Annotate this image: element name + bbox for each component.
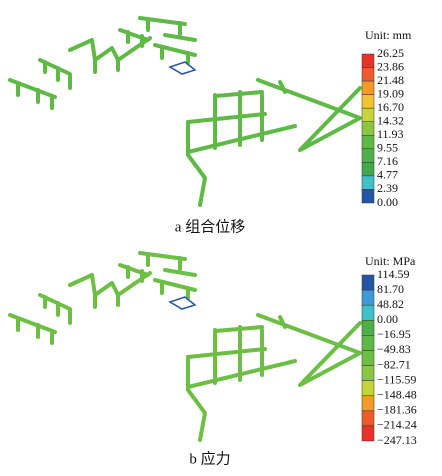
colorbar-segment: [362, 275, 374, 290]
colorbar-label: 114.59: [377, 267, 410, 281]
colorbar-segment: [362, 366, 374, 381]
colorbar-segment: [362, 176, 374, 190]
colorbar-segment: [362, 426, 374, 441]
support-icon: [170, 297, 195, 309]
colorbar-label: 7.16: [377, 154, 398, 168]
colorbar-segment: [362, 81, 374, 95]
colorbar-segment: [362, 396, 374, 411]
stress-model: [10, 253, 360, 440]
colorbar-label: 11.93: [377, 127, 404, 141]
colorbar-label: −148.48: [377, 387, 417, 401]
colorbar-segment: [362, 189, 374, 203]
colorbar-segment: [362, 95, 374, 109]
colorbar-segment: [362, 54, 374, 68]
colorbar-label: 0.00: [377, 312, 398, 326]
colorbar-segment: [362, 350, 374, 365]
colorbar-segment: [362, 290, 374, 305]
colorbar-label: −181.36: [377, 403, 417, 417]
support-icon: [170, 62, 195, 74]
colorbar-label: 19.09: [377, 86, 404, 100]
colorbar-segment: [362, 122, 374, 136]
colorbar-segment: [362, 162, 374, 176]
colorbar-label: 2.39: [377, 181, 398, 195]
colorbar-label: 16.70: [377, 100, 404, 114]
colorbar-segment: [362, 135, 374, 149]
colorbar-segment: [362, 68, 374, 82]
colorbar-label: 23.86: [377, 59, 404, 73]
colorbar-segment: [362, 305, 374, 320]
colorbar-segment: [362, 411, 374, 426]
displacement-model: [10, 18, 360, 205]
colorbar-segment: [362, 108, 374, 122]
unit-label: Unit: mm: [365, 28, 412, 42]
colorbar-label: −82.71: [377, 357, 411, 371]
colorbar-segment: [362, 149, 374, 163]
colorbar-label: 14.32: [377, 113, 404, 127]
colorbar-label: 26.25: [377, 46, 404, 60]
colorbar-label: 0.00: [377, 195, 398, 209]
figure: Unit: mm26.2523.8621.4819.0916.7014.3211…: [0, 0, 442, 471]
colorbar-label: 21.48: [377, 73, 404, 87]
colorbar-segment: [362, 335, 374, 350]
colorbar-label: 4.77: [377, 168, 398, 182]
colorbar-label: −247.13: [377, 433, 417, 447]
colorbar-label: 81.70: [377, 282, 404, 296]
colorbar-label: −115.59: [377, 372, 416, 386]
colorbar-label: 48.82: [377, 297, 404, 311]
colorbar-label: −214.24: [377, 418, 417, 432]
colorbar-label: 9.55: [377, 141, 398, 155]
unit-label: Unit: MPa: [365, 254, 416, 268]
caption: b 应力: [189, 449, 230, 467]
colorbar-label: −49.83: [377, 342, 411, 356]
colorbar-segment: [362, 320, 374, 335]
colorbar-label: −16.95: [377, 327, 411, 341]
caption: a 组合位移: [175, 218, 245, 235]
colorbar-segment: [362, 381, 374, 396]
